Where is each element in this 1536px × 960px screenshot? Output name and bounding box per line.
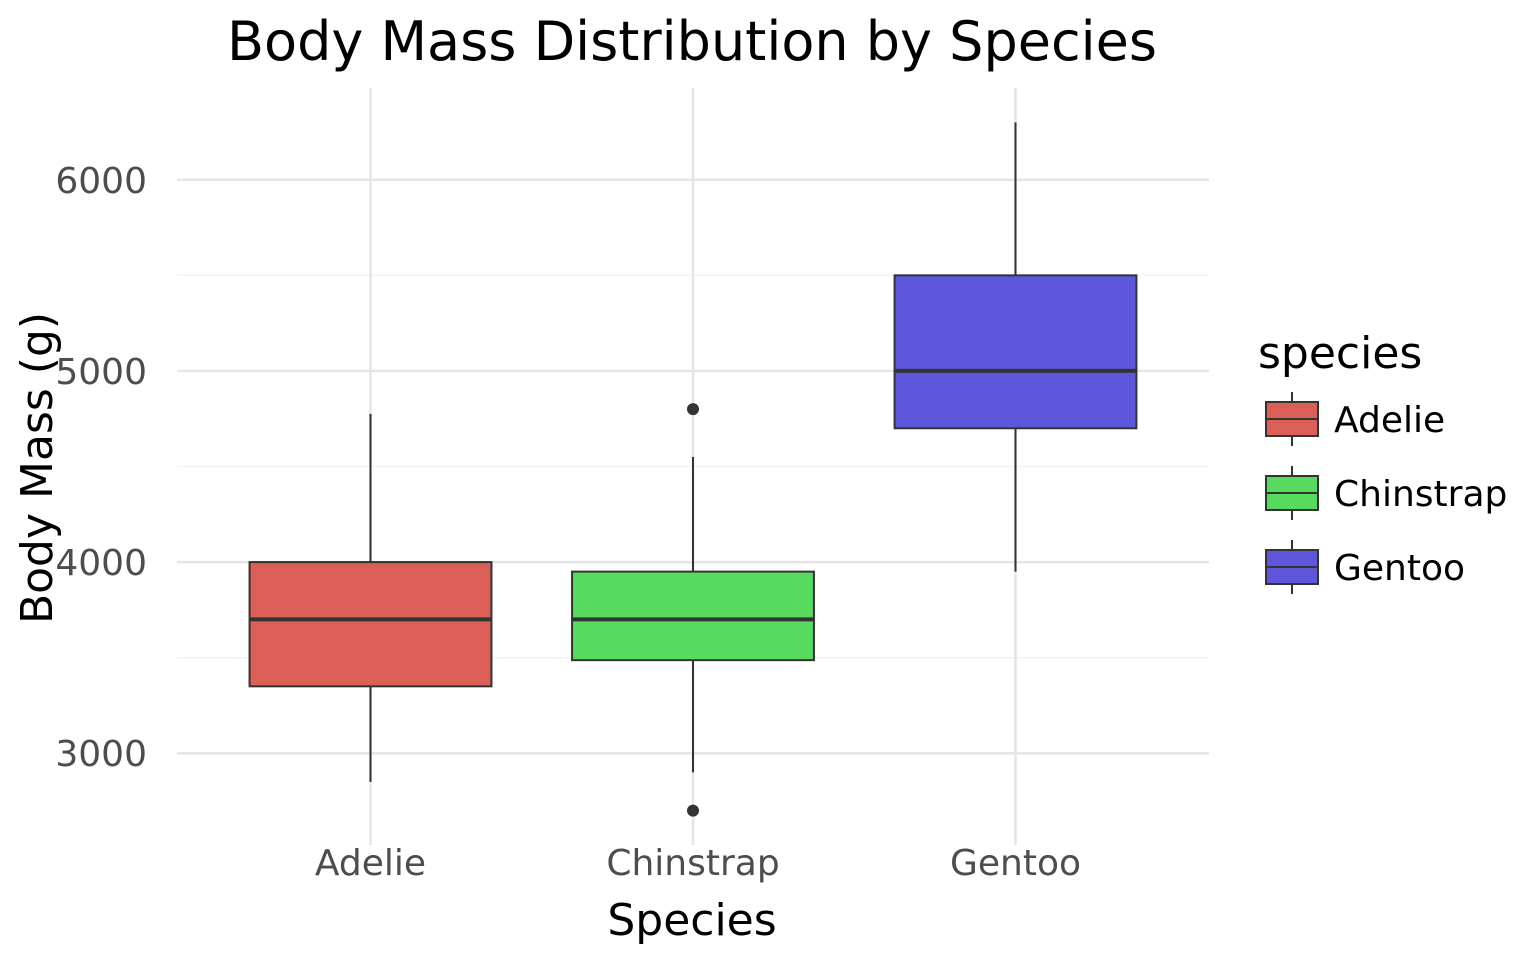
legend-label: Gentoo — [1334, 548, 1465, 589]
y-axis-title: Body Mass (g) — [12, 312, 63, 624]
legend: species Adelie Chinstrap Gentoo — [1258, 328, 1507, 594]
legend-label: Adelie — [1334, 400, 1445, 441]
box-adelie — [248, 561, 493, 688]
y-tick-label: 3000 — [55, 734, 147, 775]
outlier-point — [687, 804, 699, 817]
chart-title: Body Mass Distribution by Species — [227, 10, 1157, 73]
x-tick-label: Gentoo — [950, 843, 1081, 884]
legend-label: Chinstrap — [1334, 474, 1507, 515]
label-layer: Body Mass Distribution by Species Specie… — [12, 10, 1157, 946]
box-chinstrap — [571, 570, 815, 662]
outlier-point — [687, 403, 699, 416]
box-gentoo — [893, 274, 1138, 430]
y-tick-label: 6000 — [55, 161, 147, 202]
x-tick-label: Adelie — [315, 843, 426, 884]
legend-title: species — [1258, 328, 1422, 379]
y-tick-label: 5000 — [55, 352, 147, 393]
box-layer — [248, 122, 1138, 817]
x-axis-title: Species — [607, 895, 776, 946]
y-tick-label: 4000 — [55, 543, 147, 584]
x-tick-label: Chinstrap — [606, 843, 779, 884]
